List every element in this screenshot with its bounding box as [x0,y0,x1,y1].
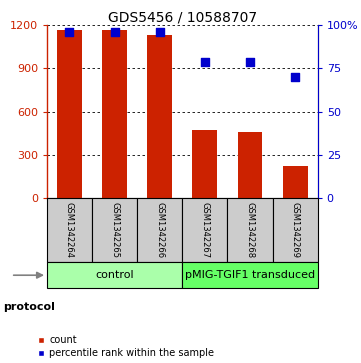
Bar [137,198,182,262]
Bar [57,30,82,198]
Text: GSM1342264: GSM1342264 [65,202,74,258]
Point [202,59,208,65]
Text: GSM1342269: GSM1342269 [291,202,300,258]
Bar [182,198,227,262]
Bar [182,262,318,288]
Bar [238,132,262,198]
Text: control: control [95,270,134,280]
Bar [102,30,127,198]
Bar [227,198,273,262]
Legend: count, percentile rank within the sample: count, percentile rank within the sample [37,335,214,358]
Point [157,29,162,35]
Text: GSM1342268: GSM1342268 [245,201,255,258]
Point [112,29,118,35]
Bar [192,130,217,198]
Bar [47,262,182,288]
Point [67,29,73,35]
Text: GSM1342267: GSM1342267 [200,201,209,258]
Point [292,74,298,80]
Bar [283,166,308,198]
Bar [47,198,92,262]
Text: GSM1342266: GSM1342266 [155,201,164,258]
Title: GDS5456 / 10588707: GDS5456 / 10588707 [108,10,257,24]
Point [247,59,253,65]
Bar [92,198,137,262]
Bar [147,36,172,198]
Bar [273,198,318,262]
Text: protocol: protocol [4,302,56,312]
Text: pMIG-TGIF1 transduced: pMIG-TGIF1 transduced [185,270,315,280]
Text: GSM1342265: GSM1342265 [110,202,119,258]
